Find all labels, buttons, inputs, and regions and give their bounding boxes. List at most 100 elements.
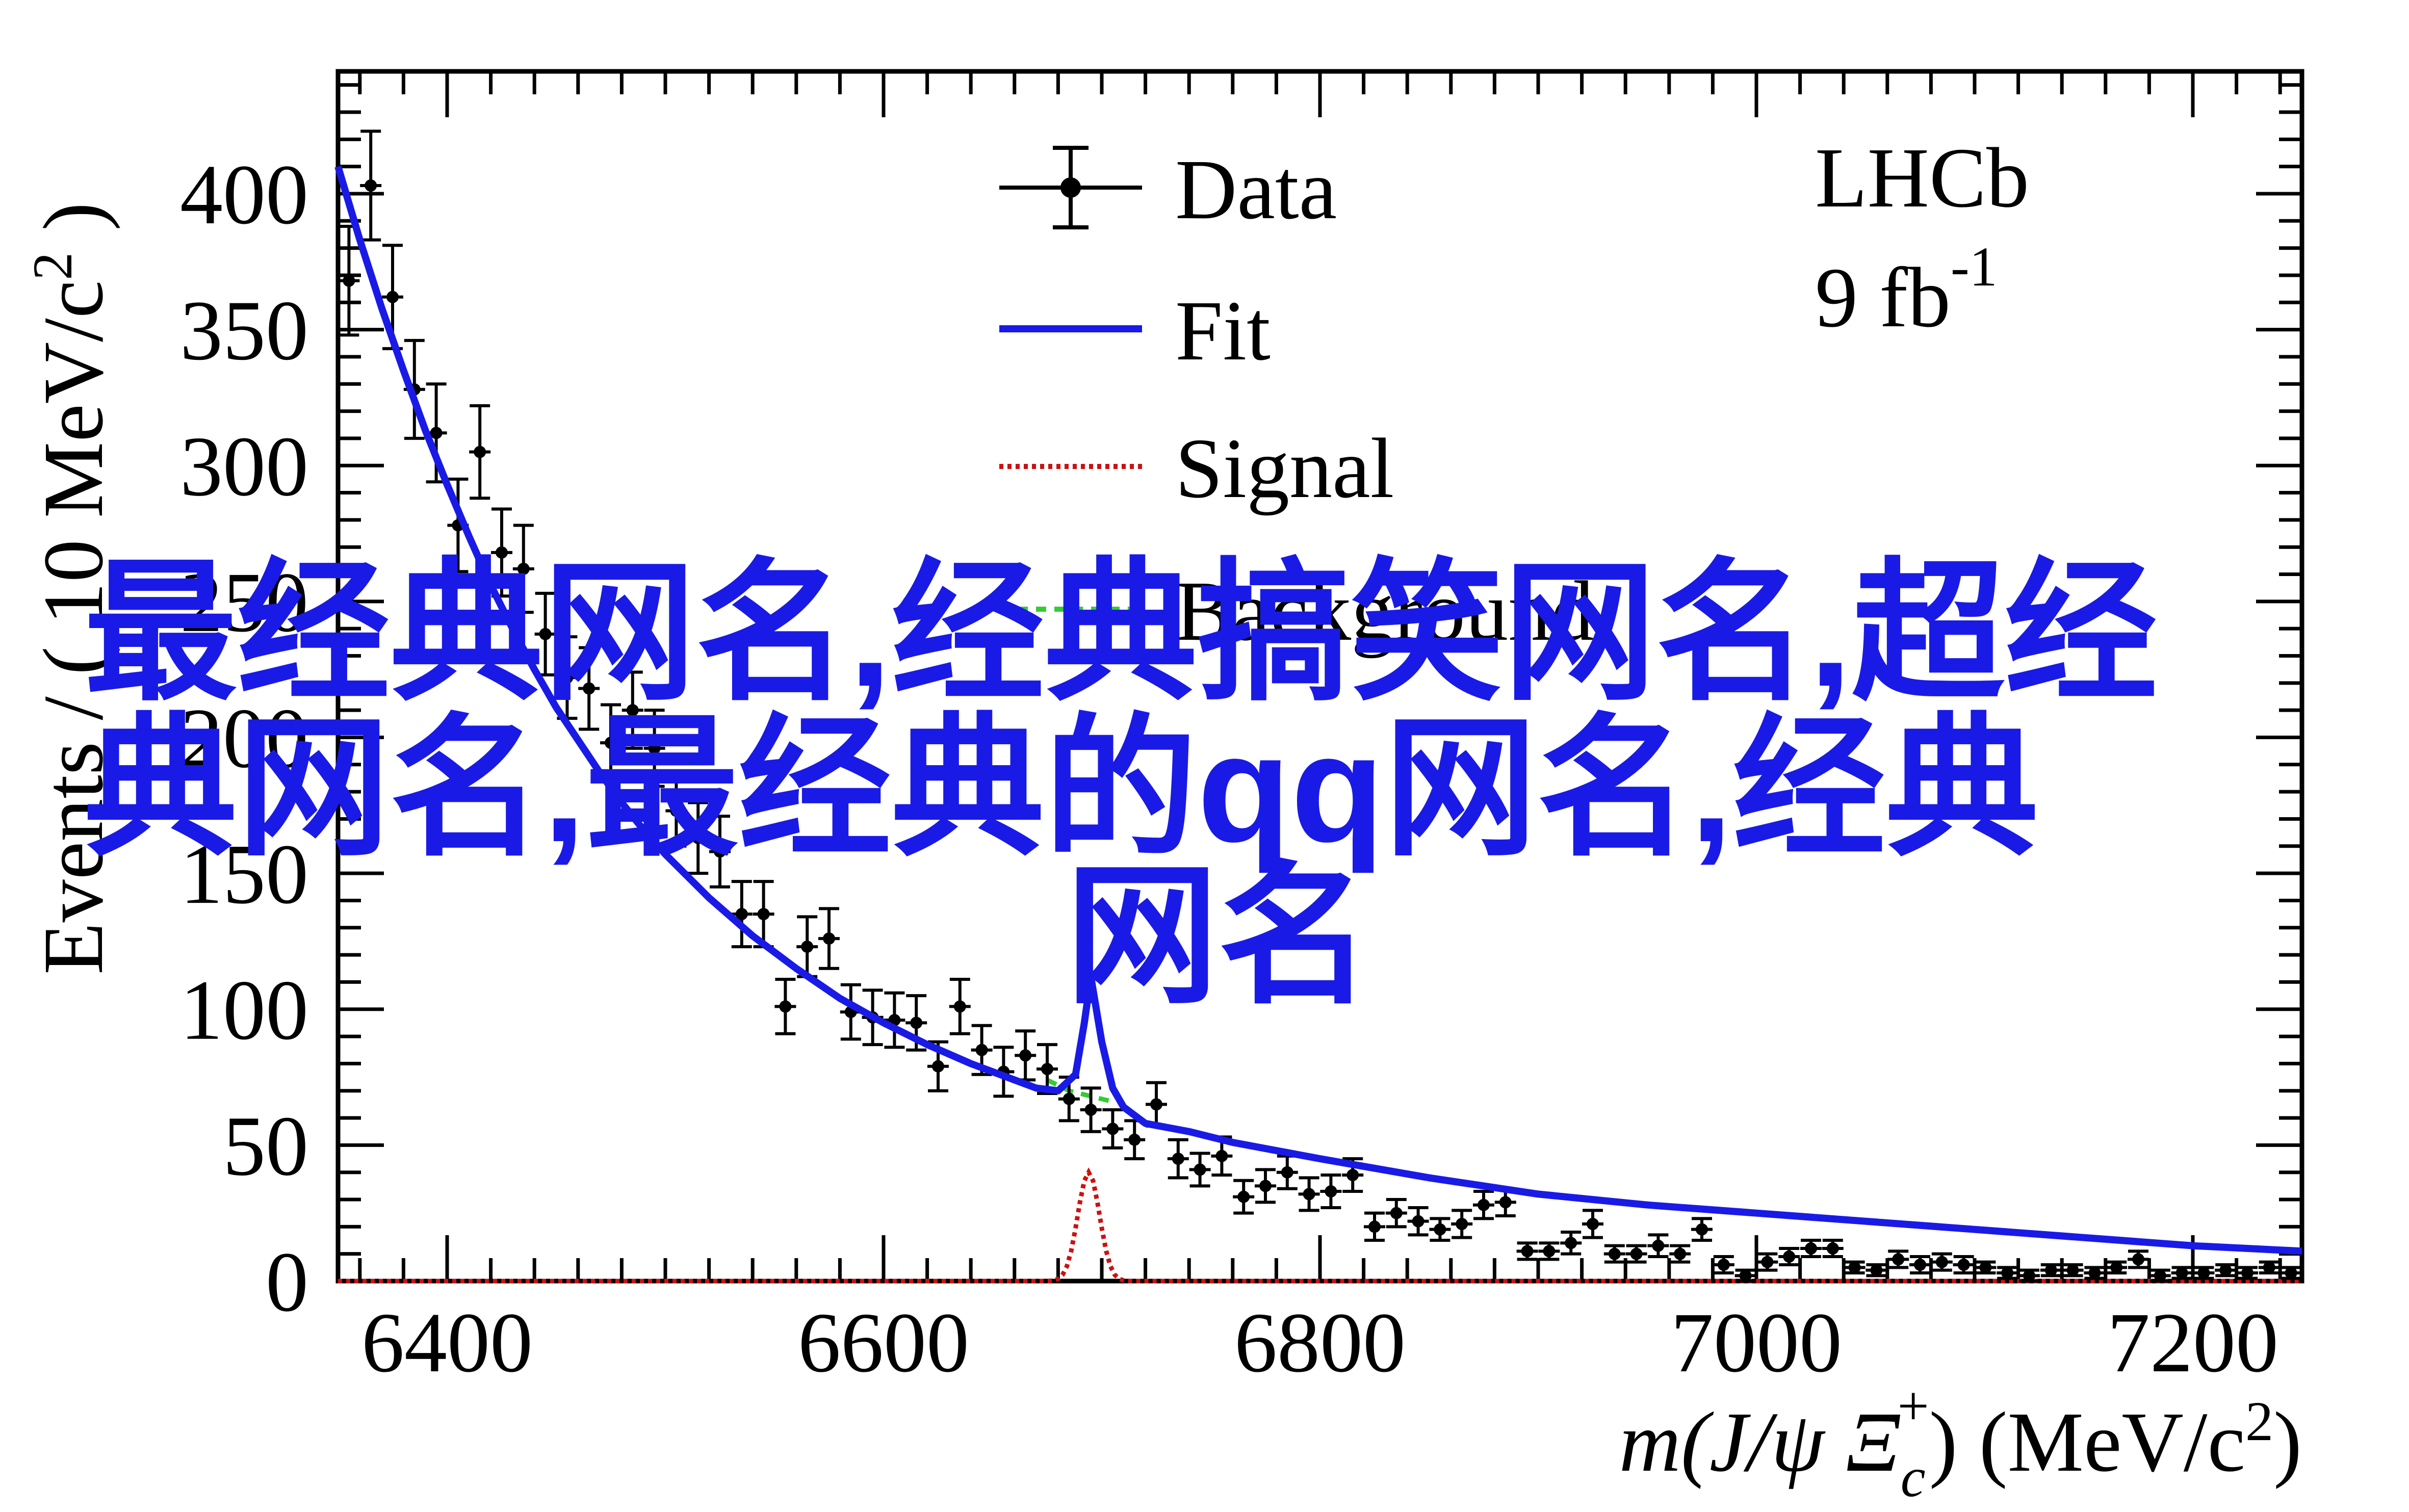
data-point (665, 774, 687, 848)
data-point (2128, 1249, 2149, 1269)
x-axis-label: m(J/ψ Ξc +) (MeV/c2) (1619, 1375, 2302, 1508)
data-marker (1063, 1092, 1075, 1105)
data-marker (496, 546, 508, 559)
data-point (1822, 1239, 1844, 1259)
data-point (1887, 1249, 1909, 1269)
data-marker (1390, 1207, 1403, 1219)
data-marker (823, 932, 835, 945)
data-marker (561, 671, 574, 684)
data-point (1451, 1209, 1473, 1239)
data-point (884, 991, 905, 1049)
y-axis-label-sup: 2 (21, 252, 84, 280)
data-marker (1805, 1242, 1817, 1255)
data-point (1015, 1029, 1037, 1082)
data-marker (1630, 1247, 1643, 1260)
x-tick-label: 6600 (798, 1295, 969, 1390)
data-point (2280, 1266, 2302, 1280)
data-marker (779, 1000, 792, 1013)
luminosity-label: 9 fb-1 (1815, 236, 1998, 345)
legend-signal-label: Signal (1175, 421, 1394, 516)
data-point (2040, 1263, 2062, 1278)
data-marker (2044, 1264, 2057, 1276)
data-point (621, 670, 643, 750)
data-point (1364, 1211, 1385, 1242)
data-marker (1259, 1180, 1272, 1192)
data-point (1124, 1119, 1146, 1161)
data-marker (1826, 1242, 1839, 1255)
watermark-line-1: 最经典网名,经典搞笑网名,超经 (84, 547, 2158, 718)
data-marker (1957, 1259, 1970, 1271)
data-point (2237, 1266, 2258, 1280)
y-tick-label: 350 (180, 283, 308, 378)
data-marker (2001, 1267, 2014, 1280)
data-point (709, 815, 731, 889)
data-point (1778, 1247, 1800, 1267)
data-marker (910, 1016, 923, 1029)
data-marker (2154, 1269, 2166, 1282)
data-marker (1041, 1063, 1053, 1076)
data-marker (1084, 1104, 1097, 1116)
data-point (1756, 1252, 1778, 1272)
data-point (1429, 1217, 1451, 1242)
data-point (1276, 1154, 1298, 1190)
y-tick-label: 250 (180, 555, 308, 650)
data-marker (2241, 1267, 2253, 1280)
data-point (1102, 1108, 1124, 1150)
data-point (1255, 1168, 1276, 1204)
data-point (1385, 1198, 1407, 1229)
data-marker (1935, 1256, 1948, 1268)
data-marker (1914, 1259, 1926, 1271)
data-point (971, 1024, 993, 1076)
background-curve (1046, 1078, 1113, 1104)
data-point (1473, 1190, 1494, 1220)
data-marker (1870, 1264, 1883, 1276)
data-point (1800, 1239, 1822, 1259)
data-marker (1106, 1123, 1119, 1135)
data-point (1298, 1176, 1320, 1212)
data-point (1734, 1268, 1756, 1283)
data-point (600, 703, 621, 783)
data-point (1407, 1206, 1429, 1237)
data-point (2171, 1266, 2193, 1280)
data-point (2215, 1263, 2237, 1278)
y-axis-label: Events / ( 10 MeV/c2 ) (21, 202, 121, 975)
data-marker (365, 179, 377, 192)
x-axis-label-sub: c (1901, 1446, 1926, 1508)
fit-curve (334, 165, 2302, 1255)
data-marker (1565, 1237, 1577, 1249)
data-marker (1456, 1218, 1468, 1231)
data-marker (670, 804, 683, 817)
data-marker (1696, 1223, 1708, 1236)
y-tick-label: 400 (180, 147, 308, 242)
data-marker (757, 908, 770, 921)
x-axis-label-rest: (J/ψ Ξ (1681, 1395, 1901, 1490)
data-marker (343, 274, 355, 287)
data-marker (517, 562, 530, 575)
x-axis-label-m: m (1619, 1395, 1681, 1490)
data-marker (474, 446, 486, 458)
data-point (774, 978, 796, 1035)
data-point (949, 978, 971, 1035)
data-point (491, 507, 512, 598)
data-point (1320, 1174, 1342, 1210)
data-point (1189, 1152, 1211, 1188)
y-axis-label-text: Events / ( 10 MeV/c (26, 280, 121, 975)
data-marker (1237, 1190, 1250, 1203)
data-marker (1543, 1245, 1556, 1258)
data-point (1931, 1252, 1953, 1272)
data-marker (583, 682, 595, 695)
data-point (643, 709, 665, 788)
data-point (1625, 1244, 1647, 1264)
x-axis-ticks (358, 71, 2282, 1281)
data-marker (1674, 1247, 1687, 1260)
data-point (2084, 1266, 2106, 1280)
y-axis-label-end: ) (26, 202, 121, 252)
legend-data-marker (999, 146, 1142, 229)
data-marker (386, 291, 399, 303)
data-point (1146, 1081, 1167, 1128)
legend: Data Fit Signal Background (999, 142, 1594, 659)
data-point (1647, 1233, 1669, 1259)
watermark-line-3: 网名 (1066, 850, 1371, 1022)
x-axis-label-sup: + (1898, 1375, 1929, 1437)
data-marker (1783, 1250, 1796, 1263)
